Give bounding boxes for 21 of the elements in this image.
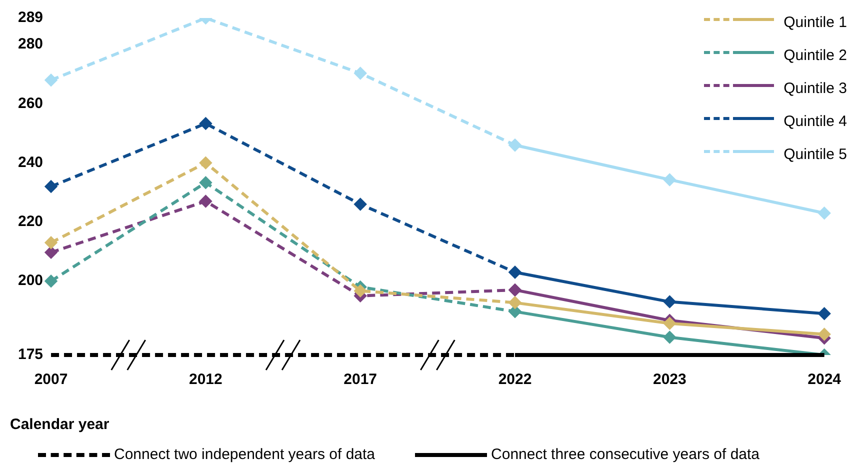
legend-label: Quintile 5 bbox=[784, 146, 847, 163]
legend-label: Quintile 1 bbox=[784, 14, 847, 31]
x-tick-label: 2017 bbox=[344, 371, 378, 388]
x-tick-label: 2007 bbox=[34, 371, 68, 388]
y-tick-label: 200 bbox=[18, 272, 44, 290]
y-tick-label: 289 bbox=[18, 9, 44, 26]
x-tick-label: 2024 bbox=[808, 371, 842, 388]
legend-label: Quintile 2 bbox=[784, 47, 847, 64]
text: Connect three consecutive years of data bbox=[491, 446, 760, 463]
x-tick-label: 2012 bbox=[188, 371, 222, 388]
y-tick-label: 260 bbox=[18, 94, 44, 112]
x-axis-title: Calendar year bbox=[10, 416, 110, 433]
text: Connect two independent years of data bbox=[114, 446, 376, 463]
y-tick-label: 280 bbox=[18, 36, 44, 53]
y-tick-label: 220 bbox=[18, 213, 44, 230]
y-tick-label: 175 bbox=[18, 346, 44, 364]
y-tick-label: 240 bbox=[18, 154, 44, 171]
legend-label: Quintile 3 bbox=[784, 80, 847, 97]
x-tick-label: 2022 bbox=[498, 371, 532, 388]
x-tick-label: 2023 bbox=[652, 371, 686, 388]
legend-label: Quintile 4 bbox=[784, 113, 847, 130]
